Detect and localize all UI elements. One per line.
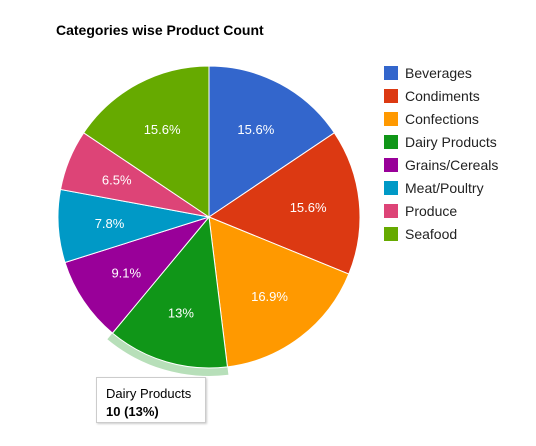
legend-label: Condiments xyxy=(405,87,480,104)
slice-label: 15.6% xyxy=(144,122,181,137)
slice-label: 7.8% xyxy=(95,216,125,231)
pie-slice-dairy-products[interactable] xyxy=(111,215,228,369)
slice-label: 13% xyxy=(168,306,194,321)
pie-slice-condiments[interactable] xyxy=(207,132,361,275)
legend-swatch xyxy=(384,203,398,218)
tooltip-value: 10 (13%) xyxy=(106,404,159,419)
legend-swatch xyxy=(384,111,398,126)
slice-label: 15.6% xyxy=(237,122,274,137)
legend-item[interactable]: Meat/Poultry xyxy=(384,176,498,199)
legend-label: Seafood xyxy=(405,225,458,242)
chart-title: Categories wise Product Count xyxy=(56,22,264,38)
legend-item[interactable]: Beverages xyxy=(384,61,498,84)
legend-swatch xyxy=(384,157,398,172)
legend-item[interactable]: Dairy Products xyxy=(384,130,498,153)
legend-label: Produce xyxy=(405,202,458,219)
legend-item[interactable]: Confections xyxy=(384,107,498,130)
legend-swatch xyxy=(384,134,398,149)
legend-label: Beverages xyxy=(405,64,472,81)
highlight-ring xyxy=(107,333,229,376)
pie-slice-seafood[interactable] xyxy=(82,65,210,218)
pie-slice-confections[interactable] xyxy=(208,216,350,368)
legend-item[interactable]: Condiments xyxy=(384,84,498,107)
legend-swatch xyxy=(384,65,398,80)
slice-label: 15.6% xyxy=(290,200,327,215)
legend-item[interactable]: Grains/Cereals xyxy=(384,153,498,176)
slice-label: 9.1% xyxy=(111,266,141,281)
legend-label: Confections xyxy=(405,110,479,127)
legend-label: Grains/Cereals xyxy=(405,156,499,173)
slice-label: 16.9% xyxy=(251,289,288,304)
legend-label: Dairy Products xyxy=(405,133,497,150)
slice-label: 6.5% xyxy=(102,172,132,187)
legend-item[interactable]: Produce xyxy=(384,199,498,222)
tooltip: Dairy Products 10 (13%) xyxy=(96,377,206,423)
legend: Beverages Condiments Confections Dairy Prod… xyxy=(384,61,498,245)
legend-item[interactable]: Seafood xyxy=(384,222,498,245)
legend-label: Meat/Poultry xyxy=(405,179,484,196)
legend-swatch xyxy=(384,88,398,103)
tooltip-label: Dairy Products xyxy=(106,386,192,401)
legend-swatch xyxy=(384,226,398,241)
pie-slice-grains-cereals[interactable] xyxy=(64,216,211,334)
pie-slice-beverages[interactable] xyxy=(208,65,336,218)
legend-swatch xyxy=(384,180,398,195)
